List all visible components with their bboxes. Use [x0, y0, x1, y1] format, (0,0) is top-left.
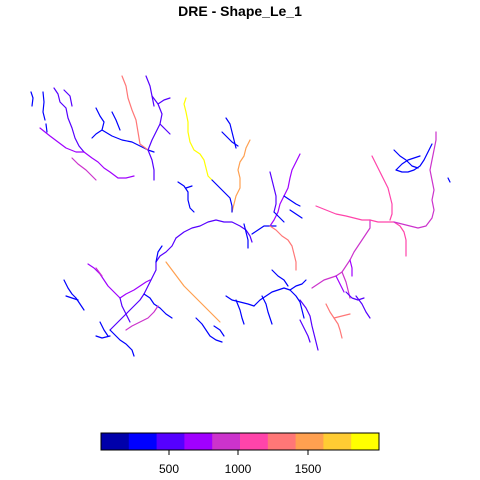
river-segment: [42, 91, 46, 121]
legend-tick-label-1000: 1000: [225, 462, 252, 476]
river-segment: [177, 181, 195, 213]
map-title: DRE - Shape_Le_1: [178, 3, 302, 19]
river-segment: [125, 305, 159, 331]
river-segment: [145, 75, 155, 107]
river-segment: [225, 117, 237, 149]
river-segment: [155, 245, 163, 263]
river-segment: [183, 97, 213, 181]
river-segment: [289, 289, 305, 319]
river-segment: [83, 151, 135, 179]
river-segment: [311, 219, 371, 289]
legend: 500 1000 1500: [100, 432, 380, 476]
river-segment: [269, 225, 297, 271]
river-segment: [159, 123, 171, 135]
river-segment: [53, 87, 85, 153]
river-segment: [119, 279, 151, 299]
legend-tick-label-500: 500: [159, 462, 179, 476]
river-segment: [369, 219, 407, 257]
river-segment: [269, 153, 301, 227]
river-segment: [63, 89, 73, 107]
river-segment: [99, 321, 109, 337]
river-segment: [121, 75, 149, 151]
river-network: [30, 75, 451, 357]
river-segment: [253, 287, 291, 307]
legend-swatch: [295, 433, 324, 450]
river-segment: [349, 259, 353, 277]
legend-swatch: [323, 433, 352, 450]
river-segment: [87, 263, 121, 299]
river-segment: [65, 295, 79, 301]
river-segment: [393, 179, 435, 229]
river-segment: [63, 279, 85, 311]
river-segment: [231, 139, 251, 213]
legend-swatch: [156, 433, 185, 450]
river-segment: [429, 131, 437, 181]
river-segment: [393, 149, 419, 169]
river-segment: [341, 271, 351, 299]
river-segment: [195, 317, 223, 343]
river-segment: [39, 127, 85, 153]
legend-tick-label-1500: 1500: [295, 462, 322, 476]
legend-swatch: [212, 433, 241, 450]
river-segment: [221, 131, 239, 147]
river-segment: [30, 91, 34, 107]
river-segment: [95, 267, 103, 277]
river-segment: [315, 205, 371, 221]
river-segment: [45, 123, 48, 133]
river-segment: [151, 95, 171, 105]
river-segment: [299, 299, 319, 351]
river-segment: [109, 237, 177, 331]
river-segment: [447, 177, 451, 183]
river-segment: [185, 185, 193, 189]
river-segment: [261, 295, 273, 325]
river-segment: [289, 209, 303, 219]
legend-swatch: [128, 433, 158, 450]
legend-color-bar: [101, 433, 380, 450]
river-segment: [147, 103, 163, 151]
legend-swatch: [101, 433, 130, 450]
river-segment: [111, 111, 121, 131]
legend-swatch: [351, 433, 380, 450]
river-segment: [289, 279, 307, 291]
river-segment: [91, 107, 105, 139]
river-segment: [395, 155, 421, 171]
river-segment: [147, 149, 155, 181]
river-segment: [251, 225, 277, 235]
legend-frame: [100, 432, 380, 451]
legend-swatch: [240, 433, 269, 450]
river-segment: [119, 297, 131, 323]
river-segment: [71, 157, 97, 181]
river-segment: [325, 303, 343, 339]
river-segment: [211, 179, 233, 213]
river-segment: [165, 261, 221, 323]
river-segment: [273, 211, 285, 223]
river-segment: [95, 335, 111, 339]
legend-swatch: [184, 433, 213, 450]
river-segment: [333, 313, 351, 319]
river-segment: [143, 293, 173, 319]
river-segment: [299, 319, 311, 343]
river-segment: [335, 275, 345, 293]
river-segment: [235, 299, 245, 325]
river-segment: [355, 295, 371, 319]
river-segment: [109, 329, 135, 357]
river-segment: [269, 171, 277, 213]
river-segment: [283, 195, 301, 207]
river-segment: [371, 155, 393, 221]
river-segment: [243, 223, 249, 249]
river-segment: [175, 219, 253, 243]
river-segment: [225, 295, 255, 307]
river-segment: [271, 269, 289, 287]
river-segment: [345, 291, 365, 301]
river-segment: [213, 325, 225, 337]
legend-swatch: [267, 433, 297, 450]
